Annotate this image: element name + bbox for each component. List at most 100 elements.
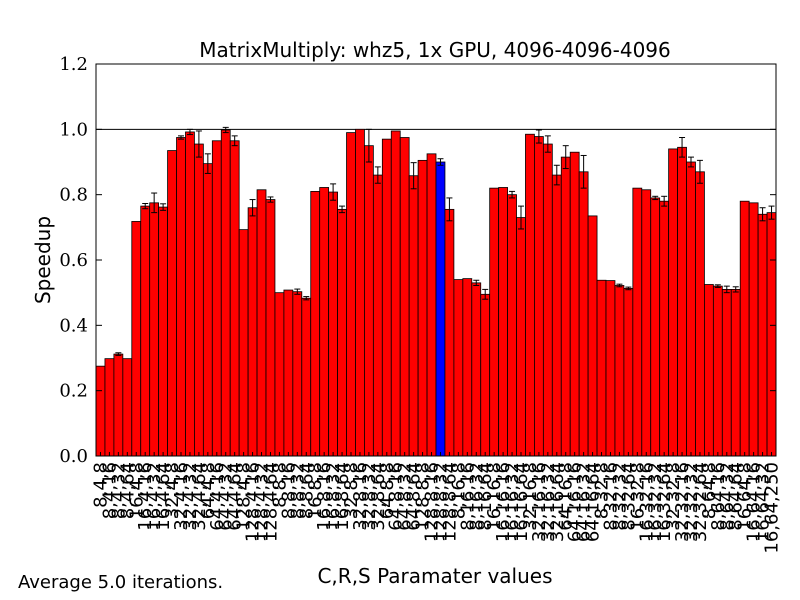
x-tick-label: 8,64,64 — [726, 462, 747, 531]
x-tick-label: 64,8,64 — [404, 462, 425, 531]
x-tick-label: 32,16,64 — [547, 462, 568, 542]
bar — [623, 288, 634, 457]
bar — [202, 163, 213, 457]
x-tick-label: 16,8,32 — [323, 462, 344, 531]
x-tick-label: 32,16,16 — [529, 462, 550, 542]
bar — [677, 146, 687, 457]
x-tick-label: 64,4,16 — [207, 462, 228, 531]
x-tick-label: 16,16,16 — [493, 462, 514, 542]
bar — [426, 153, 437, 457]
bar — [668, 148, 678, 457]
x-tick-label: 8,16,64 — [475, 462, 496, 531]
x-tick-label: 8,4,32 — [108, 462, 129, 519]
x-tick-label: 16,4,8 — [126, 462, 147, 519]
bar — [355, 128, 365, 457]
x-tick-label: 8,16,32 — [466, 462, 487, 531]
x-tick-label: 128,8,64 — [439, 462, 460, 542]
bar — [507, 194, 517, 457]
bar — [372, 174, 383, 457]
x-tick-label: 8,16,16 — [457, 462, 478, 531]
x-tick-label: 32,16,32 — [538, 462, 559, 542]
x-tick-label: 8,8,16 — [278, 462, 299, 519]
x-axis-label: C,R,S Paramater values — [317, 564, 552, 588]
bar — [569, 151, 580, 457]
bar — [337, 208, 347, 457]
bar — [632, 187, 643, 457]
y-tick-label: 1.0 — [59, 119, 88, 140]
y-tick-label: 0.6 — [59, 250, 88, 271]
bar — [238, 229, 249, 457]
x-tick-label: 8,32,8 — [592, 462, 613, 519]
bar — [220, 129, 231, 457]
x-tick-label: 8,4,8 — [90, 462, 111, 508]
x-tick-label: 64,16,64 — [583, 462, 604, 542]
y-tick-label: 0.4 — [59, 315, 88, 336]
bar — [167, 150, 177, 457]
x-tick-label: 8,64,32 — [717, 462, 738, 531]
bar — [686, 161, 696, 457]
x-tick-label: 128,4,16 — [243, 462, 264, 542]
bar — [104, 358, 115, 457]
bar — [158, 206, 168, 457]
bar — [462, 278, 473, 457]
x-tick-label: 8,8,32 — [287, 462, 308, 519]
x-tick-label: 8,32,64 — [618, 462, 639, 531]
bar — [274, 292, 285, 457]
chart-title: MatrixMultiply: whz5, 1x GPU, 4096-4096-… — [199, 38, 671, 62]
bar — [140, 205, 151, 457]
bar — [650, 197, 661, 457]
bar — [247, 207, 258, 457]
x-tick-label: 8,32,16 — [600, 462, 621, 531]
bar — [95, 365, 106, 457]
x-tick-label: 128,4,32 — [252, 462, 273, 542]
bar — [596, 279, 607, 457]
bar — [471, 282, 482, 457]
bar — [149, 202, 160, 457]
x-tick-label: 128,8,16 — [422, 462, 443, 542]
x-tick-label: 16,64,32 — [753, 462, 774, 542]
bar — [399, 137, 410, 457]
y-axis-label: Speedup — [31, 216, 55, 304]
bar — [641, 189, 652, 457]
x-tick-label: 16,64,16 — [744, 462, 765, 542]
bar — [194, 143, 204, 457]
bar — [346, 132, 356, 457]
bar — [730, 288, 741, 457]
x-tick-label: 32,32,16 — [672, 462, 693, 542]
bar — [113, 353, 124, 457]
x-tick-label: 16,32,8 — [627, 462, 648, 531]
x-tick-label: 32,4,32 — [180, 462, 201, 531]
bar — [176, 137, 186, 457]
bar — [748, 202, 759, 457]
bar — [328, 191, 338, 457]
x-tick-label: 32,4,64 — [189, 462, 210, 531]
x-tick-label: 16,4,32 — [144, 462, 165, 531]
x-tick-label: 64,4,64 — [225, 462, 246, 531]
x-tick-label: 64,8,8 — [377, 462, 398, 519]
bar — [417, 159, 428, 457]
bar — [292, 291, 303, 457]
bar — [712, 285, 723, 457]
bar — [444, 208, 455, 457]
bar — [256, 189, 267, 457]
bar — [364, 145, 374, 457]
bar — [578, 171, 589, 457]
bar — [695, 171, 705, 457]
x-tick-label: 16,16,8 — [484, 462, 505, 531]
x-tick-label: 16,16,32 — [502, 462, 523, 542]
bar — [301, 297, 312, 457]
x-tick-label: 16,32,64 — [654, 462, 675, 542]
x-tick-label: 16,64,8 — [735, 462, 756, 531]
x-tick-label: 8,4,16 — [99, 462, 120, 519]
x-tick-label: 32,4,8 — [162, 462, 183, 519]
x-tick-label: 8,64,8 — [699, 462, 720, 519]
x-tick-label: 8,8,64 — [296, 462, 317, 519]
y-axis-ticks: 0.0 0.2 0.4 0.6 0.8 1.0 1.2 — [59, 54, 776, 467]
x-tick-label: 32,4,16 — [171, 462, 192, 531]
x-tick-label: 64,16,16 — [565, 462, 586, 542]
x-axis-ticks: 8,4,88,4,168,4,328,4,6416,4,816,4,1616,4… — [90, 452, 783, 554]
bar — [516, 217, 526, 457]
bar — [757, 213, 768, 457]
bar — [605, 280, 616, 457]
